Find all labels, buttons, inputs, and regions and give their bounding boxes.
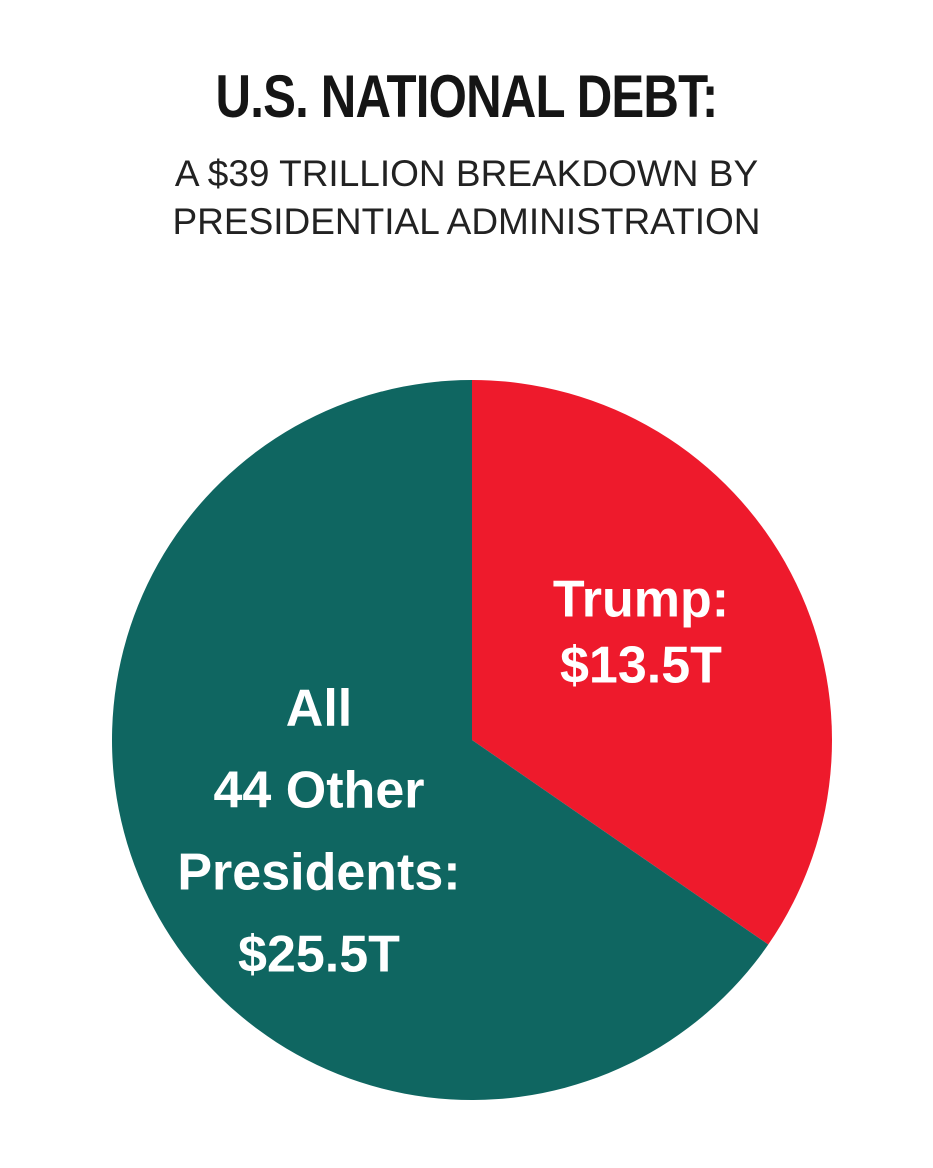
slice-label-0: Trump: $13.5T: [553, 571, 729, 695]
chart-title: U.S. NATIONAL DEBT:: [215, 63, 719, 130]
slice-label-1-line-3: $25.5T: [238, 926, 400, 984]
slice-label-0-line-1: $13.5T: [560, 637, 722, 695]
pie-slices: [112, 380, 832, 1100]
pie-slice-1: [112, 380, 769, 1100]
slice-label-1: All 44 Other Presidents: $25.5T: [177, 680, 460, 984]
chart-subtitle: A $39 TRILLION BREAKDOWN BY PRESIDENTIAL…: [0, 150, 933, 246]
pie-chart: Trump: $13.5T All 44 Other Presidents: $25.5T: [112, 380, 832, 1100]
slice-label-1-line-0: All: [286, 680, 352, 738]
slice-label-1-line-2: Presidents:: [177, 844, 460, 902]
slice-label-0-line-0: Trump:: [553, 571, 729, 629]
pie-slice-0: [472, 380, 832, 945]
pie-labels: Trump: $13.5T All 44 Other Presidents: $25.5T: [177, 571, 729, 984]
subtitle-line-1: A $39 TRILLION BREAKDOWN BY: [174, 153, 759, 194]
subtitle-line-2: PRESIDENTIAL ADMINISTRATION: [172, 201, 761, 242]
slice-label-1-line-1: 44 Other: [214, 762, 425, 820]
